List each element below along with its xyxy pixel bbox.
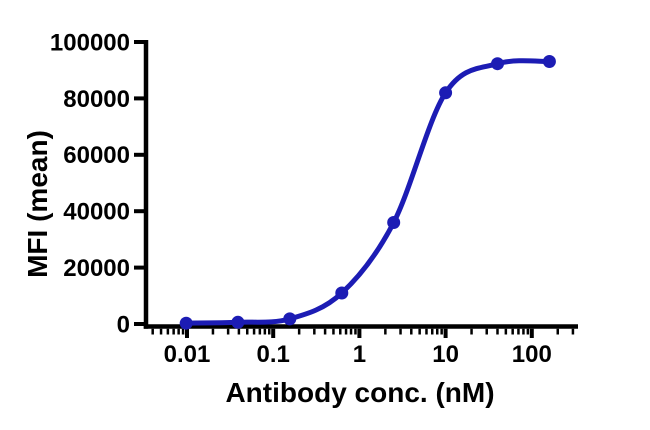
- x-tick-label: 0.01: [164, 341, 211, 368]
- x-tick-label: 1: [353, 341, 366, 368]
- y-tick-label: 100000: [50, 29, 130, 56]
- data-point: [335, 286, 349, 300]
- x-axis-title: Antibody conc. (nM): [225, 377, 495, 408]
- x-tick-label: 100: [512, 341, 552, 368]
- data-point: [542, 55, 556, 68]
- fit-curve: [183, 58, 552, 326]
- data-point: [491, 57, 504, 71]
- x-tick-label: 10: [432, 341, 459, 368]
- y-tick-label: 0: [117, 311, 130, 338]
- data-point: [387, 216, 401, 229]
- y-tick-label: 80000: [63, 86, 130, 113]
- y-tick-label: 60000: [63, 142, 130, 169]
- y-axis-title: MFI (mean): [22, 130, 53, 278]
- y-tick-label: 20000: [63, 255, 130, 282]
- data-point: [231, 315, 245, 329]
- y-tick-label: 40000: [63, 199, 130, 226]
- data-point: [179, 316, 193, 330]
- data-point: [283, 312, 297, 326]
- data-point: [439, 86, 453, 100]
- x-tick-label: 0.1: [257, 341, 290, 368]
